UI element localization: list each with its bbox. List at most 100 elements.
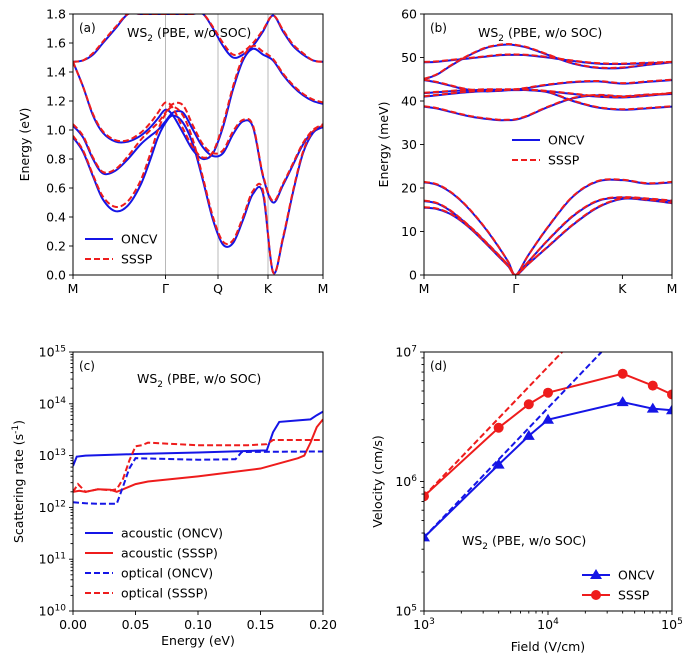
xtick-c-2-label: 0.10 xyxy=(184,617,212,632)
panel-a: 0.0 0.2 0.4 0.6 0.8 1.0 1.2 1.4 1.6 1.8 M Γ Q K M Energ… xyxy=(17,7,328,297)
ytick-b-5-label: 50 xyxy=(401,50,417,65)
xtick-b-0-label: M xyxy=(419,281,430,296)
ytick-c-1-label: 1011​ xyxy=(39,551,66,566)
point-d-oncv-1 xyxy=(492,458,505,469)
branch-b-sssp-3 xyxy=(424,92,672,121)
point-d-sssp-2 xyxy=(523,399,534,410)
annotation-b: WS2​ (PBE, w/o SOC) xyxy=(478,25,602,44)
ytick-d-2-label: 107​ xyxy=(395,344,417,359)
band-a-sssp-3 xyxy=(73,14,323,63)
legend-label-c-3: optical (SSSP) xyxy=(121,586,208,601)
annotation-a: WS2​ (PBE, w/o SOC) xyxy=(127,25,251,44)
ytick-c-2-label: 1012​ xyxy=(39,500,66,515)
xtick-c-1-label: 0.05 xyxy=(122,617,150,632)
band-a-oncv-2 xyxy=(73,47,323,161)
ytick-b-3-label: 30 xyxy=(401,137,417,152)
line-c-2 xyxy=(73,450,323,505)
branch-b-oncv-1 xyxy=(424,196,672,275)
panel-c: 1010​ 1011​ 1012​ 1013​ 1014​ 1015​ 0.00 0.05 0.… xyxy=(11,344,337,648)
legend-marker-d-1 xyxy=(591,590,601,600)
point-d-sssp-1 xyxy=(493,422,504,433)
band-a-sssp-0 xyxy=(73,105,323,275)
ytick-a-3-label: 0.6 xyxy=(46,181,66,196)
branch-b-sssp-0 xyxy=(424,197,672,275)
ytick-a-6-label: 1.2 xyxy=(46,94,66,109)
ytick-b-2-label: 20 xyxy=(401,181,417,196)
line-c-3 xyxy=(73,439,323,493)
ytick-a-5-label: 1.0 xyxy=(46,123,66,138)
point-d-oncv-3 xyxy=(542,413,554,424)
ytick-b-6-label: 60 xyxy=(401,7,417,22)
ytick-d-1-label: 106​ xyxy=(395,474,417,489)
xtick-a-2-label: Q xyxy=(213,281,223,296)
ytick-c-0-label: 1010​ xyxy=(39,603,67,618)
ytick-a-8-label: 1.6 xyxy=(46,36,66,51)
annotation-d: WS2​ (PBE, w/o SOC) xyxy=(462,533,586,552)
ytick-c-3-label: 1013​ xyxy=(39,448,66,463)
xlabel-c: Energy (eV) xyxy=(161,633,235,648)
xtick-d-0-label: 103​ xyxy=(413,617,435,632)
line-c-0 xyxy=(73,410,323,467)
xtick-b-2-label: K xyxy=(618,281,627,296)
ylabel-a: Energy (eV) xyxy=(17,108,32,182)
legend-marker-d-0 xyxy=(590,569,602,579)
legend-label-b-0: ONCV xyxy=(548,133,585,148)
annotation-c: WS2​ (PBE, w/o SOC) xyxy=(137,371,261,390)
ytick-a-7-label: 1.4 xyxy=(46,65,66,80)
xtick-a-3-label: K xyxy=(264,281,273,296)
ylabel-d: Velocity (cm/s) xyxy=(370,435,385,528)
xtick-d-1-label: 104​ xyxy=(537,617,559,632)
xtick-c-4-label: 0.20 xyxy=(309,617,337,632)
ytick-b-4-label: 40 xyxy=(401,94,417,109)
panel-b: 0 10 20 30 40 50 60 M Γ K M Energy (meV) (b) WS2​ (PB… xyxy=(376,7,677,297)
ytick-a-4-label: 0.8 xyxy=(46,152,66,167)
ytick-a-9-label: 1.8 xyxy=(46,7,66,22)
branch-b-sssp-5 xyxy=(424,88,672,111)
ylabel-b: Energy (meV) xyxy=(376,102,391,188)
branch-b-sssp-1 xyxy=(424,196,672,275)
legend-label-a-0: ONCV xyxy=(121,232,158,247)
ytick-c-4-label: 1014​ xyxy=(39,396,67,411)
xtick-a-1-label: Γ xyxy=(162,281,169,296)
line-d-2 xyxy=(424,352,603,539)
legend-label-a-1: SSSP xyxy=(121,252,153,267)
line-d-3 xyxy=(424,352,563,497)
legend-label-c-0: acoustic (ONCV) xyxy=(121,526,223,541)
branch-b-oncv-0 xyxy=(424,197,672,275)
branch-b-sssp-2 xyxy=(424,178,672,275)
xtick-a-0-label: M xyxy=(68,281,79,296)
branch-b-sssp-7 xyxy=(424,43,672,80)
branch-b-sssp-6 xyxy=(424,78,672,93)
xtick-c-0-label: 0.00 xyxy=(59,617,87,632)
ytick-b-0-label: 0 xyxy=(409,268,417,283)
xlabel-d: Field (V/cm) xyxy=(511,639,585,654)
band-a-sssp-1 xyxy=(73,101,323,203)
ytick-c-5-label: 1015​ xyxy=(39,344,66,359)
legend-label-c-2: optical (ONCV) xyxy=(121,566,213,581)
xtick-b-3-label: M xyxy=(667,281,678,296)
point-d-oncv-5 xyxy=(646,402,659,413)
point-d-sssp-5 xyxy=(647,380,658,391)
point-d-oncv-0 xyxy=(424,531,430,542)
branch-b-sssp-4 xyxy=(424,88,672,99)
panel-label-c: (c) xyxy=(79,359,95,373)
point-d-sssp-3 xyxy=(543,387,553,398)
xtick-d-2-label: 105​ xyxy=(661,617,683,632)
legend-label-c-1: acoustic (SSSP) xyxy=(121,546,218,561)
panel-d: 105​ 106​ 107​ 103​ 104​ 105​ Field (V/cm) Velo… xyxy=(370,344,683,654)
legend-label-d-1: SSSP xyxy=(618,588,650,603)
legend-label-d-0: ONCV xyxy=(618,568,655,583)
panel-label-d: (d) xyxy=(430,359,447,373)
xtick-c-3-label: 0.15 xyxy=(247,617,275,632)
ytick-a-1-label: 0.2 xyxy=(46,239,66,254)
band-a-sssp-2 xyxy=(73,44,323,159)
panel-label-b: (b) xyxy=(430,21,447,35)
legend-label-b-1: SSSP xyxy=(548,153,580,168)
branch-b-sssp-8 xyxy=(424,53,672,65)
point-d-sssp-4 xyxy=(617,368,628,379)
ytick-d-0-label: 105​ xyxy=(395,603,417,618)
ylabel-c: Scattering rate (s-1​) xyxy=(11,420,26,543)
ytick-a-0-label: 0.0 xyxy=(46,268,66,283)
branch-b-oncv-7 xyxy=(424,43,672,81)
